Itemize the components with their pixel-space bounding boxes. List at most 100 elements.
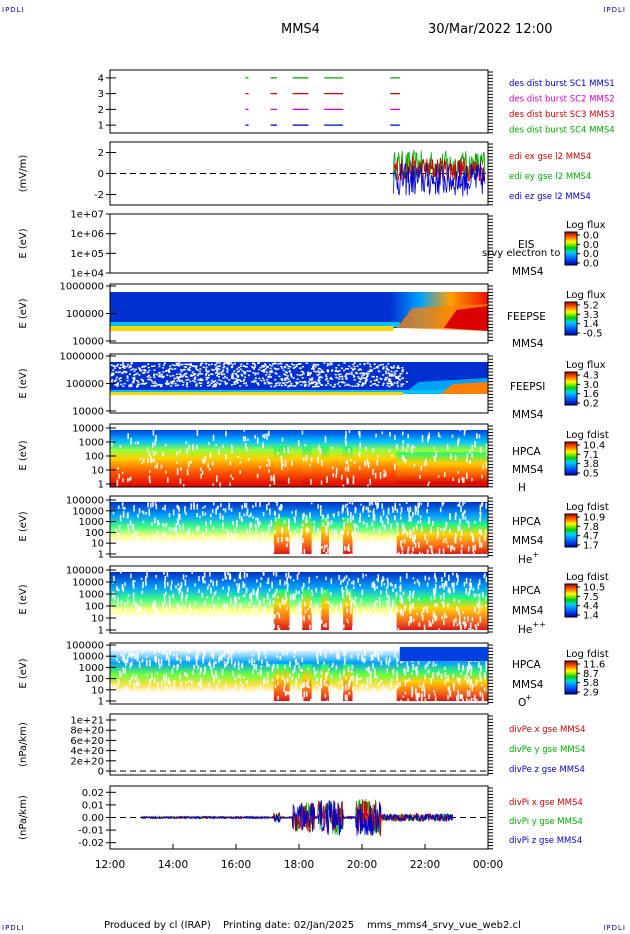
hpca-hepp-gap <box>387 580 389 588</box>
hpca-h-gap <box>180 467 182 471</box>
hpca-hepp-gap <box>246 627 249 633</box>
hpca-he-gap <box>407 546 410 551</box>
hpca-o-gap <box>141 659 144 663</box>
hpca-o-gap <box>389 657 391 663</box>
hpca-he-gap <box>287 521 290 529</box>
feepsi-gap <box>193 374 196 376</box>
hpca-he-gap <box>145 512 147 515</box>
feepsi-gap <box>300 370 303 373</box>
colorbar <box>564 441 578 476</box>
feepsi-gap <box>136 372 139 375</box>
colorbar-tick-label: 11.6 <box>583 660 605 671</box>
feepsi-gap <box>292 364 295 366</box>
hpca-o-gap <box>260 699 262 706</box>
y-axis-label: (mV/m) <box>18 155 29 193</box>
hpca-he-gap <box>377 502 380 508</box>
feepsi-gap <box>377 364 380 367</box>
hpca-o-gap <box>464 674 467 681</box>
hpca-o-gap <box>448 686 451 694</box>
hpca-hepp-gap <box>110 605 113 611</box>
hpca-hepp-gap <box>186 587 189 593</box>
hpca-he-gap <box>142 520 145 523</box>
hpca-hepp-gap <box>229 575 232 579</box>
hpca-hepp-gap <box>378 596 381 604</box>
feepsi-gap <box>337 370 340 373</box>
hpca-h-gap <box>188 444 190 451</box>
hpca-hepp-gap <box>201 625 203 628</box>
hpca-he-gap <box>372 508 375 515</box>
hpca-h-gap <box>310 457 313 462</box>
feepsi-gap <box>386 382 389 385</box>
hpca-he-gap <box>431 551 434 556</box>
hpca-he-gap <box>159 534 161 540</box>
hpca-he-gap <box>460 529 463 537</box>
feepsi-gap <box>387 363 390 365</box>
hpca-o-gap <box>395 685 397 691</box>
feepsi-gap <box>359 372 362 375</box>
hpca-o-gap <box>375 648 377 653</box>
hpca-o-gap <box>363 657 366 664</box>
feepsi-gap <box>254 366 257 368</box>
hpca-hepp-gap <box>477 622 480 627</box>
feepsi-gap <box>231 384 234 386</box>
hpca-o-gap <box>185 655 188 661</box>
hpca-o-gap <box>266 679 269 685</box>
feepsi-gap <box>340 381 343 383</box>
hpca-hepp-gap <box>320 587 323 595</box>
hpca-hepp-gap <box>328 601 330 605</box>
hpca-he-gap <box>426 550 429 555</box>
hpca-hepp-gap <box>146 570 148 578</box>
feepsi-gap <box>252 367 255 370</box>
hpca-he-gap <box>255 544 257 549</box>
hpca-hepp-gap <box>385 590 388 594</box>
hpca-o-gap <box>326 683 328 687</box>
hpca-o-gap <box>362 657 365 663</box>
hpca-hepp-gap <box>447 587 450 593</box>
feepsi-gap <box>231 375 234 377</box>
hpca-he-gap <box>368 514 370 517</box>
hpca-hepp-gap <box>277 625 280 630</box>
hpca-hepp-gap <box>336 605 339 608</box>
hpca-he-gap <box>419 519 422 524</box>
hpca-he-gap <box>409 506 412 513</box>
colorbar-tick-label: 0.5 <box>583 469 599 480</box>
hpca-o-gap <box>462 699 464 703</box>
hpca-o-gap <box>234 685 236 693</box>
hpca-o-gap <box>201 648 203 652</box>
hpca-o-gap <box>266 660 268 668</box>
hpca-hepp-gap <box>429 630 432 638</box>
hpca-o-gap <box>157 647 159 651</box>
hpca-o-gap <box>128 697 130 701</box>
feepsi-gap <box>244 371 247 373</box>
hpca-he-gap <box>168 527 171 531</box>
hpca-o-gap <box>331 665 333 668</box>
y-axis-label: E (eV) <box>18 228 29 258</box>
hpca-he-gap <box>149 546 152 549</box>
feepsi-gap <box>335 376 338 379</box>
feepsi-gap <box>290 374 293 376</box>
hpca-he-gap <box>396 553 399 557</box>
hpca-o-gap <box>432 672 434 679</box>
hpca-he-gap <box>152 500 154 508</box>
hpca-hepp-gap <box>177 588 180 591</box>
hpca-he-gap <box>151 540 154 543</box>
hpca-hepp-gap <box>286 607 288 610</box>
hpca-o-gap <box>164 678 166 684</box>
hpca-he-gap <box>155 546 157 552</box>
hpca-o-gap <box>190 679 193 685</box>
edi-tick-label: 2 <box>98 148 104 159</box>
hpca-o-gap <box>424 698 427 702</box>
hpca-he-gap <box>178 506 180 510</box>
hpca-hepp-gap <box>190 608 192 611</box>
feepsi-gap <box>274 372 277 374</box>
feepsi-gap <box>393 382 396 384</box>
hpca-h-gap <box>200 467 202 472</box>
feepsi-gap <box>329 378 332 380</box>
hpca-hepp-gap <box>418 581 421 587</box>
hpca-he-gap <box>457 504 459 507</box>
spacecraft-label: MMS4 <box>512 338 544 350</box>
hpca-he-gap <box>353 549 356 557</box>
feepsi-gap <box>284 374 287 376</box>
hpca-h-gap <box>434 456 436 462</box>
hpca-h-gap <box>287 446 290 454</box>
